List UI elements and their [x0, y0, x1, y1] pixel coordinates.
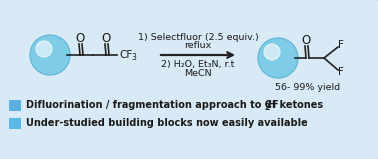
Text: CF: CF: [119, 50, 132, 60]
Circle shape: [258, 38, 298, 78]
Text: O: O: [76, 31, 85, 45]
FancyBboxPatch shape: [9, 118, 21, 129]
Circle shape: [30, 35, 70, 75]
Text: 1) Selectfluor (2.5 equiv.): 1) Selectfluor (2.5 equiv.): [138, 32, 259, 41]
Text: 56- 99% yield: 56- 99% yield: [276, 83, 341, 93]
Text: MeCN: MeCN: [184, 69, 212, 77]
Text: Difluorination / fragmentation approach to CF: Difluorination / fragmentation approach …: [26, 100, 279, 111]
Text: Under-studied building blocks now easily available: Under-studied building blocks now easily…: [26, 118, 308, 128]
Text: reflux: reflux: [184, 41, 212, 51]
Circle shape: [36, 41, 52, 57]
Text: O: O: [102, 31, 111, 45]
Text: H ketones: H ketones: [268, 100, 323, 111]
Text: 3: 3: [132, 53, 136, 62]
Text: O: O: [302, 34, 311, 46]
Text: 2: 2: [264, 104, 269, 113]
Text: F: F: [338, 67, 344, 77]
Circle shape: [264, 44, 280, 60]
FancyBboxPatch shape: [9, 100, 21, 111]
Text: F: F: [338, 40, 344, 50]
Text: 2) H₂O, Et₃N, r.t: 2) H₂O, Et₃N, r.t: [161, 59, 235, 69]
